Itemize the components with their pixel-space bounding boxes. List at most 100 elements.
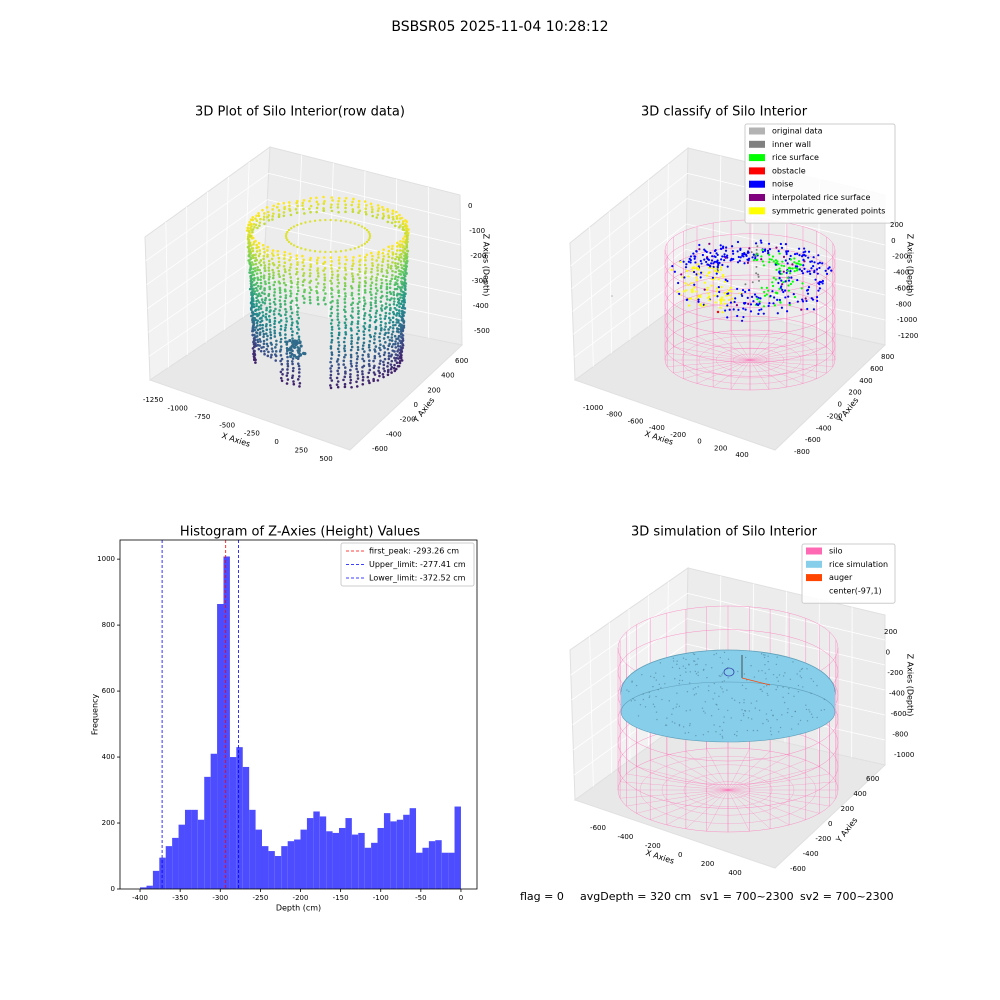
point: [725, 294, 728, 297]
point: [284, 307, 287, 311]
point: [309, 301, 312, 305]
point: [386, 271, 389, 275]
point: [350, 385, 353, 389]
point: [372, 341, 376, 345]
point: [403, 278, 407, 281]
point: [344, 203, 347, 207]
surface-texture: [674, 677, 676, 680]
point: [370, 297, 373, 300]
surface-texture: [799, 719, 802, 722]
point: [349, 314, 353, 317]
surface-texture: [816, 684, 818, 687]
point: [392, 366, 396, 370]
y-tick-label: 200: [102, 819, 115, 827]
point: [297, 335, 301, 338]
point: [378, 374, 381, 378]
point: [387, 354, 391, 358]
surface-texture: [741, 709, 743, 711]
point: [807, 286, 811, 289]
point: [294, 207, 298, 211]
point: [726, 256, 729, 259]
point: [302, 301, 306, 304]
point: [344, 210, 347, 214]
point: [269, 333, 273, 337]
z-tick-label: 200: [890, 221, 903, 229]
surface-texture: [697, 686, 699, 688]
point: [266, 253, 269, 256]
point: [273, 322, 276, 326]
point: [315, 206, 319, 210]
legend-swatch: [749, 140, 765, 148]
point: [732, 252, 735, 255]
legend-swatch: [806, 547, 822, 555]
point: [330, 209, 334, 213]
point: [813, 271, 816, 274]
bar: [454, 806, 461, 889]
point: [285, 340, 289, 344]
point: [773, 304, 776, 307]
point: [309, 197, 313, 200]
point: [670, 268, 673, 271]
point: [393, 356, 396, 360]
point: [268, 314, 271, 318]
point: [381, 257, 385, 261]
surface-texture: [692, 653, 695, 655]
surface-texture: [678, 705, 681, 707]
point: [262, 257, 265, 261]
point: [338, 256, 341, 259]
surface-texture: [797, 684, 800, 687]
y-tick-label: 200: [427, 386, 440, 394]
point: [334, 219, 338, 222]
bar: [364, 847, 372, 889]
point: [283, 299, 287, 303]
point: [282, 281, 286, 285]
legend-label: first_peak: -293.26 cm: [369, 547, 459, 556]
bar: [152, 870, 160, 889]
point: [250, 308, 253, 311]
point: [295, 299, 299, 302]
point: [322, 207, 325, 210]
point: [727, 289, 731, 292]
legend-swatch: [749, 194, 765, 201]
y-tick-label: 400: [102, 753, 115, 761]
point: [336, 358, 340, 361]
point: [308, 268, 312, 272]
point: [388, 282, 392, 286]
point: [713, 249, 717, 253]
point: [258, 301, 261, 304]
point: [351, 210, 355, 213]
point: [695, 267, 698, 270]
surface-texture: [631, 681, 633, 683]
point: [356, 341, 359, 345]
point: [706, 258, 710, 261]
point: [315, 261, 319, 265]
y-tick-label: 0: [828, 820, 832, 828]
wireframe: [727, 789, 806, 820]
point: [336, 312, 340, 315]
point: [392, 302, 396, 306]
surface-texture: [786, 711, 789, 714]
point: [386, 373, 390, 377]
point: [292, 366, 295, 370]
point: [353, 247, 356, 250]
legend-swatch: [749, 127, 765, 135]
surface-texture: [722, 691, 724, 693]
point: [281, 372, 284, 376]
point: [276, 205, 279, 209]
bar: [274, 856, 282, 889]
point: [357, 316, 360, 319]
point: [290, 333, 294, 337]
point: [754, 242, 758, 245]
point: [355, 380, 358, 384]
point: [728, 308, 731, 311]
surface-texture: [767, 660, 769, 663]
point: [755, 248, 758, 251]
point: [367, 355, 370, 358]
point: [357, 309, 360, 313]
point: [330, 364, 334, 368]
surface-texture: [652, 703, 655, 705]
point: [284, 313, 287, 317]
point: [383, 307, 387, 310]
y-tick-label: 600: [866, 775, 879, 783]
pane-grid: [268, 172, 461, 221]
